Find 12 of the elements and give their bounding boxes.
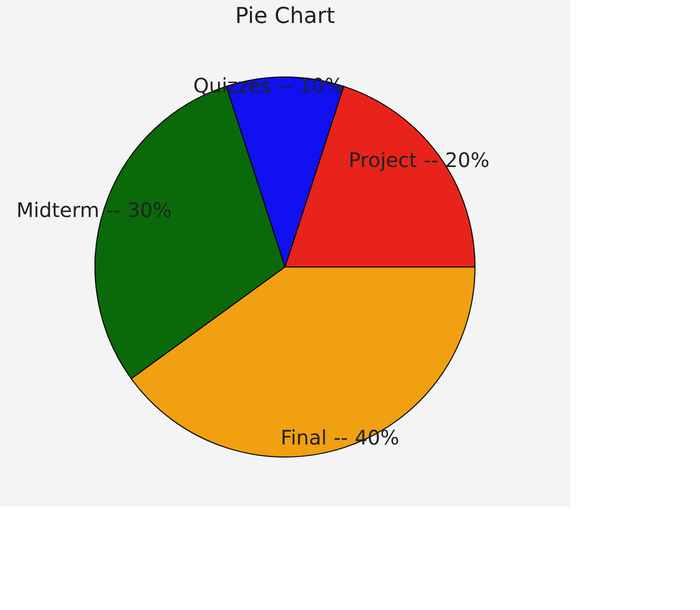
slice-label: Final (280, 426, 327, 450)
data-label: 10% (299, 74, 344, 98)
data-label: 20% (445, 148, 490, 172)
slice-label: Project (348, 148, 418, 172)
slice-label: Quizzes (193, 74, 271, 98)
slice-label: Midterm (16, 198, 100, 222)
text: -- (424, 148, 438, 172)
chart-title: Pie Chart (235, 4, 336, 29)
text: -- (334, 426, 348, 450)
text: -- (106, 198, 121, 222)
text: -- (278, 74, 292, 98)
data-label: 30% (127, 198, 172, 222)
